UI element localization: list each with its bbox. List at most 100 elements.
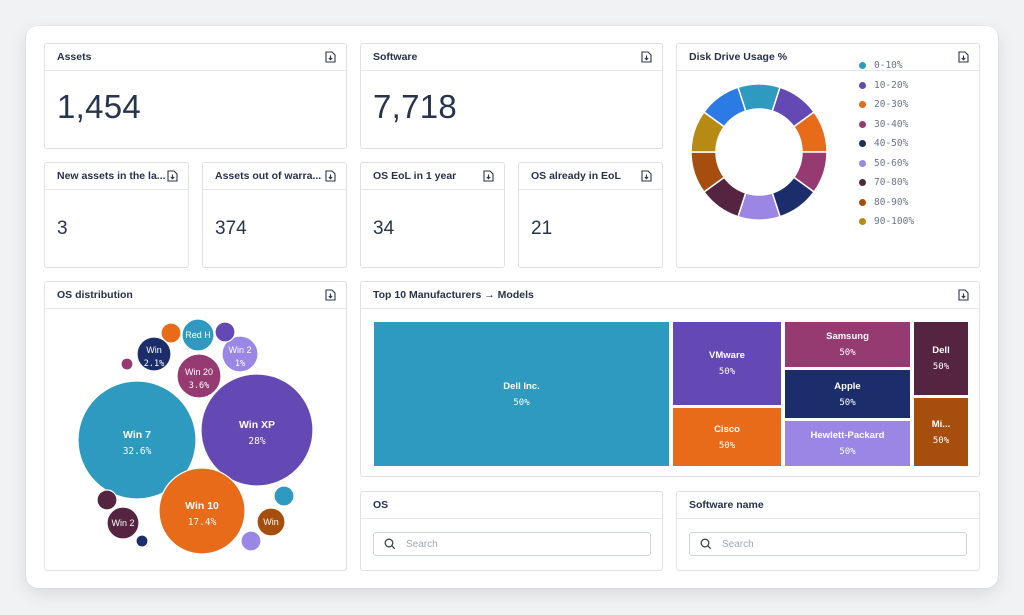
treemap-cell[interactable]: Apple 50% xyxy=(784,369,911,419)
download-icon[interactable] xyxy=(324,170,337,183)
legend-swatch xyxy=(859,120,866,128)
bubble[interactable] xyxy=(176,353,222,399)
legend-swatch xyxy=(859,159,866,167)
bubble-value: 28% xyxy=(248,436,265,447)
card-title: Assets out of warra... xyxy=(215,170,322,182)
legend-label: 0-10% xyxy=(874,60,903,72)
donut-slice[interactable] xyxy=(702,86,747,128)
software-card: Software 7,718 xyxy=(360,43,663,149)
treemap-value: 50% xyxy=(513,397,530,408)
legend-item[interactable]: 20-30% xyxy=(859,95,914,115)
legend-item[interactable]: 40-50% xyxy=(859,134,914,154)
manufacturers-treemap: Dell Inc. 50% VMware 50% Cisco 50% Samsung 50% A… xyxy=(361,282,979,476)
out-of-warranty-card: Assets out of warra... 374 xyxy=(202,162,347,268)
legend-item[interactable]: 50-60% xyxy=(859,154,914,174)
download-icon[interactable] xyxy=(640,170,653,183)
legend-label: 90-100% xyxy=(874,216,915,228)
bubble[interactable] xyxy=(240,530,262,552)
treemap-cell[interactable]: Dell Inc. 50% xyxy=(373,321,670,467)
os-eol-card: OS already in EoL 21 xyxy=(518,162,663,268)
os-eol-1y-count: 34 xyxy=(373,218,395,239)
bubble-label: Win 2 xyxy=(111,518,134,528)
bubble-label: Win 7 xyxy=(123,429,151,441)
bubble[interactable] xyxy=(158,467,246,555)
download-icon[interactable] xyxy=(640,51,653,64)
bubble[interactable] xyxy=(200,373,314,487)
dashboard-frame: Assets 1,454 Software 7,718 Disk Drive U… xyxy=(26,26,998,588)
treemap-cell[interactable]: Hewlett-Packard 50% xyxy=(784,420,911,467)
card-title: Software xyxy=(373,51,418,63)
treemap-label: Cisco xyxy=(714,423,740,435)
bubble[interactable] xyxy=(256,507,286,537)
card-header: Software xyxy=(361,44,662,71)
legend-swatch xyxy=(859,101,866,109)
card-header: OS EoL in 1 year xyxy=(361,163,504,190)
card-title: OS distribution xyxy=(57,289,133,301)
bubble[interactable] xyxy=(106,506,140,540)
bubble-label: Win 10 xyxy=(185,500,219,512)
treemap-value: 50% xyxy=(718,440,736,451)
legend-item[interactable]: 10-20% xyxy=(859,76,914,96)
treemap-value: 50% xyxy=(839,447,856,457)
treemap-cell[interactable]: Mi... 50% xyxy=(913,397,969,467)
legend-item[interactable]: 0-10% xyxy=(859,56,914,76)
card-title: Assets xyxy=(57,51,92,63)
legend-swatch xyxy=(859,198,866,206)
bubble-label: Win xyxy=(263,517,279,527)
download-icon[interactable] xyxy=(957,51,970,64)
legend-swatch xyxy=(859,179,866,187)
card-title: Disk Drive Usage % xyxy=(689,51,788,63)
legend-swatch xyxy=(859,140,866,148)
legend-item[interactable]: 80-90% xyxy=(859,193,914,213)
bubble[interactable] xyxy=(136,336,172,372)
card-header: OS distribution xyxy=(45,282,346,309)
software-search-input[interactable] xyxy=(720,537,924,551)
bubble-label: Win 20 xyxy=(185,367,213,377)
bubble[interactable] xyxy=(181,318,215,352)
software-search-box[interactable] xyxy=(689,532,967,556)
legend-label: 10-20% xyxy=(874,79,909,91)
bubble[interactable] xyxy=(135,534,149,548)
legend-item[interactable]: 30-40% xyxy=(859,115,914,135)
os-search-box[interactable] xyxy=(373,532,651,556)
bubble-value: 2.1% xyxy=(144,359,164,369)
treemap-label: VMware xyxy=(709,350,745,361)
os-search-input[interactable] xyxy=(404,537,608,551)
treemap-cell[interactable]: Dell 50% xyxy=(913,321,969,396)
treemap-cell[interactable]: VMware 50% xyxy=(672,321,782,406)
bubble[interactable] xyxy=(77,380,197,500)
bubble[interactable] xyxy=(160,322,182,344)
bubble[interactable] xyxy=(221,335,259,373)
legend-label: 70-80% xyxy=(874,177,909,189)
download-icon[interactable] xyxy=(957,289,970,302)
out-of-warranty-count: 374 xyxy=(215,218,247,239)
legend-label: 20-30% xyxy=(874,99,909,111)
bubble-label: Win XP xyxy=(239,419,275,431)
os-eol-1y-card: OS EoL in 1 year 34 xyxy=(360,162,505,268)
disk-usage-card: Disk Drive Usage % 0-10% 10-20% 20-30% 30-4… xyxy=(676,43,980,268)
treemap-cell[interactable]: Samsung 50% xyxy=(784,321,911,368)
bubble[interactable] xyxy=(96,489,118,511)
bubble-label: Red H xyxy=(185,330,211,340)
legend-item[interactable]: 70-80% xyxy=(859,173,914,193)
bubble-value: 1% xyxy=(235,359,245,369)
bubble-label: Win xyxy=(146,345,162,355)
legend-item[interactable]: 90-100% xyxy=(859,212,914,232)
bubble[interactable] xyxy=(120,357,134,371)
download-icon[interactable] xyxy=(166,170,179,183)
card-title: New assets in the la... xyxy=(57,170,166,182)
disk-usage-donut xyxy=(690,83,828,221)
treemap-cell[interactable]: Cisco 50% xyxy=(672,407,782,467)
bubble[interactable] xyxy=(214,321,236,343)
download-icon[interactable] xyxy=(324,289,337,302)
legend-swatch xyxy=(859,218,866,226)
download-icon[interactable] xyxy=(482,170,495,183)
bubble[interactable] xyxy=(273,485,295,507)
treemap-value: 50% xyxy=(718,367,736,377)
card-header: OS xyxy=(361,492,662,519)
card-title: OS xyxy=(373,499,389,511)
os-distribution-card: OS distribution Win 7 32.6% Win XP 28% Win 1… xyxy=(44,281,347,571)
treemap-value: 50% xyxy=(839,348,856,358)
download-icon[interactable] xyxy=(324,51,337,64)
treemap-value: 50% xyxy=(839,397,856,408)
